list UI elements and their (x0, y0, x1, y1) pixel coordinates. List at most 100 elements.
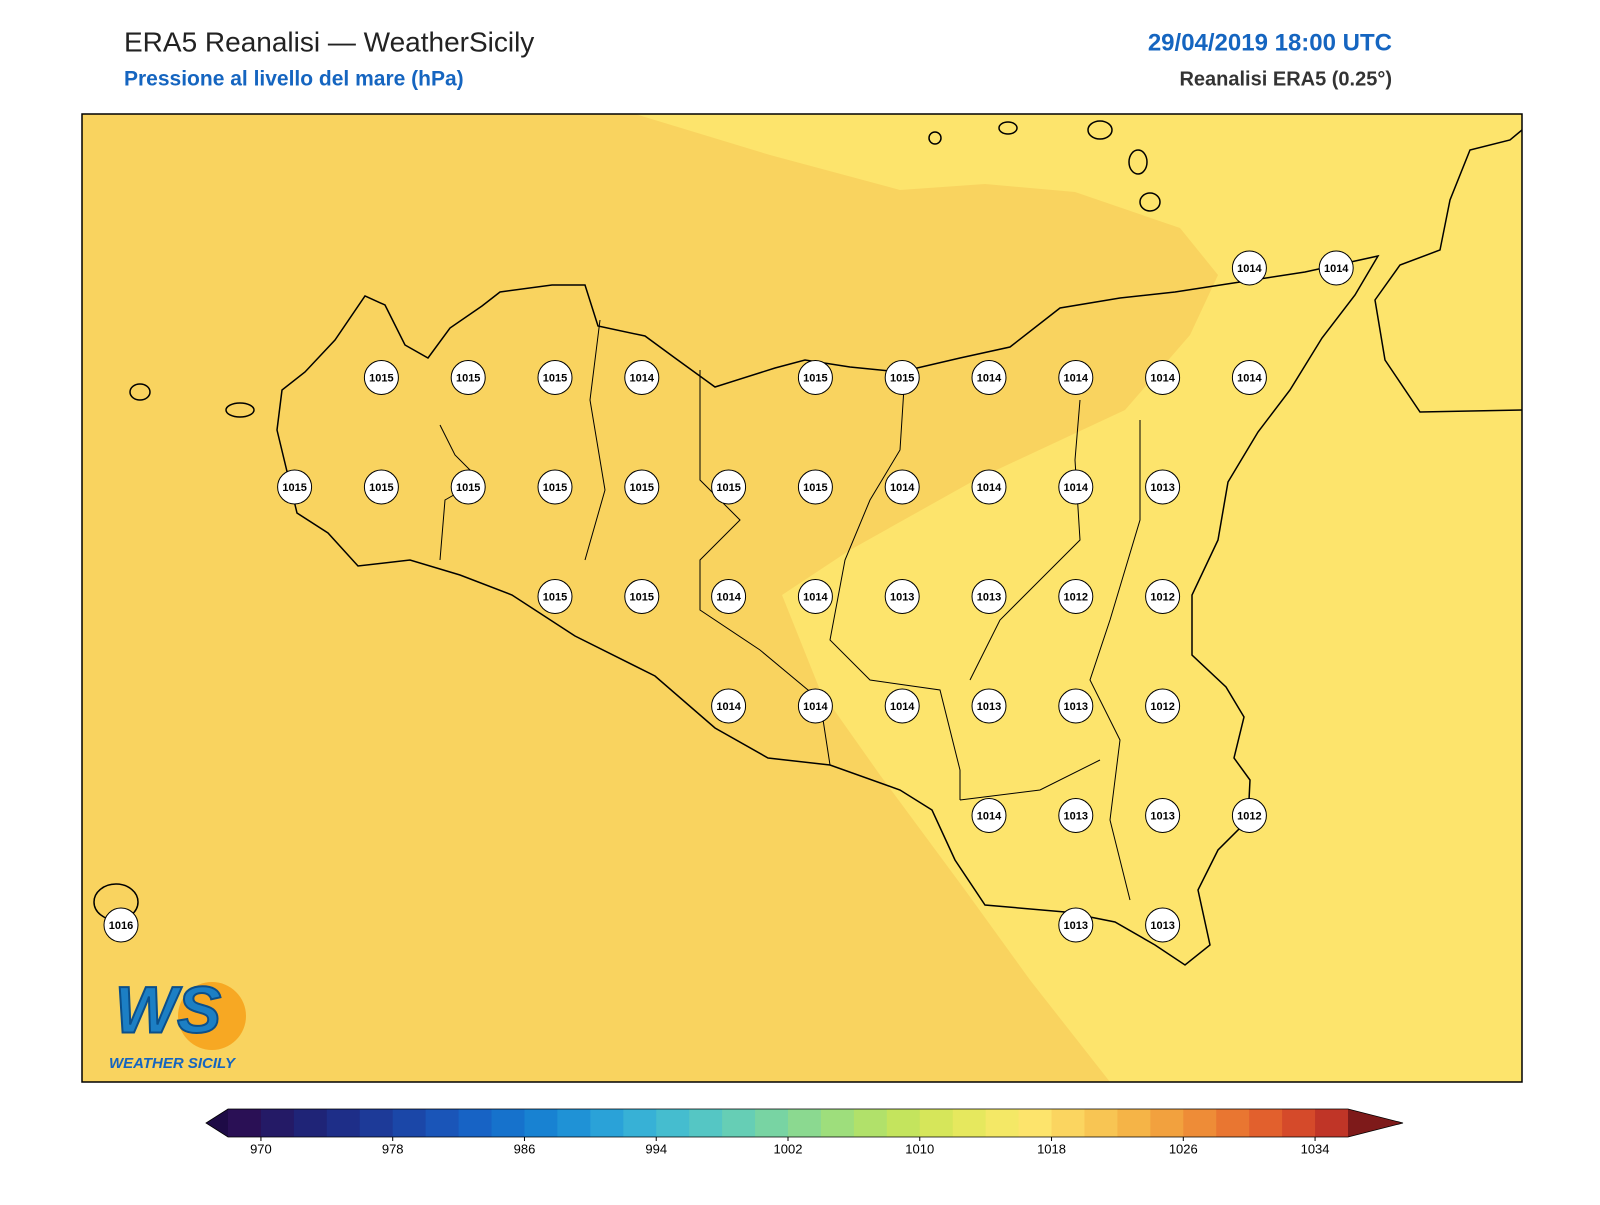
station-marker (1231, 798, 1267, 833)
station-marker (1145, 360, 1181, 395)
station-value: 1014 (803, 701, 828, 713)
island (1128, 149, 1148, 175)
colorbar-segment (557, 1109, 591, 1137)
colorbar-segment (1117, 1109, 1151, 1137)
colorbar-segment (919, 1109, 954, 1137)
colorbar-segment (886, 1109, 921, 1137)
colorbar-segment (293, 1109, 328, 1137)
station-value: 1014 (977, 810, 1002, 822)
station-value: 1014 (803, 591, 828, 603)
station-value: 1013 (1064, 701, 1088, 713)
station-marker (1145, 469, 1181, 505)
colorbar-segment (820, 1109, 855, 1137)
colorbar-tick-label: 1010 (905, 1141, 934, 1156)
station-value: 1015 (803, 372, 827, 384)
colorbar-tick-label: 1026 (1169, 1141, 1198, 1156)
colorbar-segment (755, 1109, 789, 1137)
station-value: 1014 (1064, 372, 1089, 384)
colorbar-segment (1216, 1109, 1250, 1137)
station-marker (711, 469, 747, 505)
station-marker (971, 360, 1007, 395)
station-value: 1015 (456, 482, 480, 494)
colorbar: 970 978 986 994 1002 1010 1018 1026 1034 (205, 1108, 1404, 1156)
coastline (276, 254, 1380, 966)
colorbar-tick-label: 986 (514, 1141, 536, 1156)
station-value: 1014 (716, 591, 741, 603)
station-marker (103, 907, 139, 943)
station-value: 1013 (1150, 482, 1174, 494)
colorbar-tick-label: 978 (382, 1141, 404, 1156)
title: ERA5 Reanalisi — WeatherSicily (124, 26, 534, 57)
colorbar-segment (722, 1109, 756, 1137)
colorbar-extend (206, 1109, 228, 1137)
colorbar-segment (590, 1109, 624, 1137)
station-marker (971, 469, 1007, 505)
station-value: 1014 (1324, 263, 1349, 275)
station-marker (1318, 250, 1354, 286)
station-value: 1013 (1150, 920, 1174, 932)
station-value: 1015 (369, 482, 393, 494)
station-value: 1014 (1150, 372, 1175, 384)
station-marker (797, 360, 833, 395)
colorbar-segment (392, 1109, 427, 1137)
station-marker (1058, 907, 1094, 943)
colorbar-segment (689, 1109, 723, 1137)
station-marker (624, 579, 660, 614)
station-marker (971, 798, 1007, 833)
colorbar-segment (1315, 1109, 1349, 1137)
station-marker (450, 469, 486, 505)
station-marker (971, 688, 1007, 724)
colorbar-segment (656, 1109, 690, 1137)
station-value: 1015 (630, 482, 654, 494)
colorbar-segment (1183, 1109, 1217, 1137)
colorbar-segment (985, 1109, 1020, 1137)
datetime: 29/04/2019 18:00 UTC (1148, 29, 1392, 56)
station-marker (537, 469, 573, 505)
station-value: 1012 (1150, 701, 1174, 713)
station-value: 1015 (456, 372, 480, 384)
station-value: 1013 (977, 591, 1001, 603)
colorbar-segment (326, 1109, 361, 1137)
colorbar-segment (1282, 1109, 1316, 1137)
station-marker (711, 688, 747, 724)
colorbar-segment (952, 1109, 987, 1137)
colorbar-tick-label: 1018 (1037, 1141, 1066, 1156)
station-value: 1014 (890, 482, 915, 494)
colorbar-segment (260, 1109, 295, 1137)
station-marker (1058, 469, 1094, 505)
station-value: 1015 (543, 372, 567, 384)
source: Reanalisi ERA5 (0.25°) (1179, 68, 1392, 90)
station-value: 1015 (630, 591, 654, 603)
station-value: 1014 (1237, 372, 1262, 384)
coastline (1374, 129, 1522, 413)
station-marker (797, 579, 833, 614)
colorbar-segment (425, 1109, 460, 1137)
station-value: 1014 (1237, 263, 1262, 275)
island (998, 121, 1018, 135)
subtitle: Pressione al livello del mare (hPa) (124, 68, 464, 91)
logo-sun (178, 982, 246, 1050)
station-marker (1231, 250, 1267, 286)
station-value: 1015 (369, 372, 393, 384)
station-marker (711, 579, 747, 614)
colorbar-segment (524, 1109, 558, 1137)
station-marker (1058, 688, 1094, 724)
colorbar-tick-label: 1034 (1301, 1141, 1330, 1156)
station-value: 1014 (1064, 482, 1089, 494)
station-marker (363, 360, 399, 395)
station-value: 1012 (1237, 810, 1261, 822)
station-marker (884, 579, 920, 614)
island (129, 383, 151, 401)
station-marker (1058, 360, 1094, 395)
station-value: 1015 (716, 482, 740, 494)
colorbar-segment (359, 1109, 394, 1137)
colorbar-segment (491, 1109, 525, 1137)
colorbar-segment (1018, 1109, 1053, 1137)
station-marker (1145, 798, 1181, 833)
station-marker (624, 469, 660, 505)
station-value: 1014 (977, 482, 1002, 494)
station-value: 1015 (803, 482, 827, 494)
colorbar-tick-label: 1002 (774, 1141, 803, 1156)
station-value: 1013 (1064, 810, 1088, 822)
